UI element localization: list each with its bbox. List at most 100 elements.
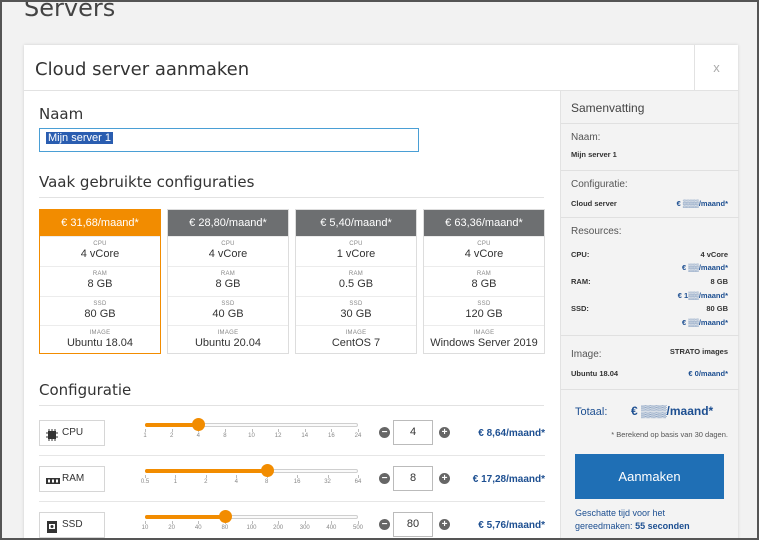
summary-cpu-price: € ▒▒/maand* <box>681 263 728 272</box>
summary-ssd-label: SSD: <box>571 304 589 313</box>
increment-button[interactable]: + <box>439 427 450 438</box>
spec-value: Ubuntu 18.04 <box>66 337 134 350</box>
spec-label: RAM <box>476 270 492 277</box>
close-button[interactable]: x <box>694 45 738 91</box>
spec-value: CentOS 7 <box>331 337 381 350</box>
summary-divider <box>561 123 739 124</box>
summary-name-value: Mijn server 1 <box>571 150 617 159</box>
presets-section-title: Vaak gebruikte configuraties <box>39 173 255 191</box>
slider-tickmark <box>171 429 173 432</box>
preset-spec-image: IMAGE Ubuntu 18.04 <box>40 325 160 355</box>
decrement-button[interactable]: − <box>379 473 390 484</box>
resource-slider[interactable]: 10 20 40 80 100 200 300 400 500 <box>142 510 363 538</box>
slider-tickmark <box>304 429 306 432</box>
slider-tickmark <box>224 429 226 432</box>
create-button[interactable]: Aanmaken <box>575 454 724 499</box>
dialog-title: Cloud server aanmaken <box>35 59 250 80</box>
config-row-ram: RAM 0.5 1 2 4 8 16 32 64−8 + € 17,28/maand* <box>39 456 545 502</box>
spec-value: 4 vCore <box>80 248 120 260</box>
resource-price: € 8,64/maand* <box>478 428 545 439</box>
slider-tick-label: 500 <box>352 525 364 531</box>
increment-button[interactable]: + <box>439 473 450 484</box>
spec-value: 8 GB <box>87 277 113 290</box>
slider-tickmark <box>358 429 359 432</box>
slider-fill <box>145 515 225 519</box>
cpu-icon <box>46 427 58 441</box>
create-server-dialog: Cloud server aanmaken x Naam Mijn server… <box>24 45 739 538</box>
slider-tick-label: 12 <box>274 433 282 439</box>
name-section-title: Naam <box>39 105 84 123</box>
resource-label: CPU <box>39 420 105 446</box>
decrement-button[interactable]: − <box>379 519 390 530</box>
total-note: * Berekend op basis van 30 dagen. <box>611 430 728 439</box>
summary-ram-label: RAM: <box>571 277 591 286</box>
increment-button[interactable]: + <box>439 519 450 530</box>
preset-spec-cpu: CPU 1 vCore <box>296 236 416 266</box>
summary-ram-price: € 1▒▒/maand* <box>677 291 728 300</box>
slider-tick-label: 100 <box>246 525 257 531</box>
preset-price: € 5,40/maand* <box>296 210 416 236</box>
summary-cpu-label: CPU: <box>571 250 590 259</box>
slider-tickmark <box>251 521 253 524</box>
quantity-input[interactable]: 4 <box>393 420 433 445</box>
preset-spec-ram: RAM 8 GB <box>168 265 288 296</box>
summary-divider <box>561 335 739 336</box>
quantity-input[interactable]: 8 <box>393 466 433 491</box>
slider-tick-label: 16 <box>328 433 335 439</box>
spec-value: Ubuntu 20.04 <box>194 337 262 350</box>
preset-card[interactable]: € 5,40/maand* CPU 1 vCore RAM 0.5 GB SSD 30 GB… <box>295 209 417 354</box>
slider-tick-label: 64 <box>354 479 362 485</box>
slider-tickmark <box>331 521 333 524</box>
slider-tick-label: 32 <box>324 479 331 485</box>
spec-label: SSD <box>477 300 491 307</box>
slider-handle[interactable] <box>192 418 206 431</box>
resource-slider[interactable]: 0.5 1 2 4 8 16 32 64 <box>141 464 362 496</box>
spec-value: 0.5 GB <box>338 277 374 290</box>
slider-tickmark <box>145 521 146 524</box>
eta-value: 55 seconden <box>635 521 690 531</box>
section-divider <box>39 405 544 406</box>
slider-tick-label: 200 <box>273 525 284 531</box>
preset-card[interactable]: € 28,80/maand* CPU 4 vCore RAM 8 GB SSD 40 GB I… <box>167 209 289 354</box>
preset-price: € 31,68/maand* <box>40 210 160 236</box>
slider-tickmark <box>145 475 146 478</box>
summary-divider <box>561 217 739 218</box>
slider-tickmark <box>198 521 200 524</box>
resource-slider[interactable]: 1 2 4 8 10 12 14 16 24 <box>142 418 362 450</box>
summary-image-provider: STRATO images <box>669 347 728 356</box>
slider-tick-label: 4 <box>234 479 238 485</box>
summary-image-value: Ubuntu 18.04 <box>571 369 619 378</box>
preset-card[interactable]: € 63,36/maand* CPU 4 vCore RAM 8 GB SSD 120 GB… <box>423 209 545 354</box>
ssd-icon <box>46 519 58 533</box>
slider-handle[interactable] <box>260 464 274 477</box>
spec-value: 4 vCore <box>208 248 248 260</box>
slider-tick-label: 2 <box>204 479 208 485</box>
slider-tick-label: 24 <box>354 433 362 439</box>
slider-tickmark <box>327 475 329 478</box>
config-row-cpu: CPU 1 2 4 8 10 12 14 16 24−4 + € 8,64/maand* <box>39 410 545 456</box>
slider-tickmark <box>358 475 359 478</box>
preset-list: € 31,68/maand* CPU 4 vCore RAM 8 GB SSD 80 GB I… <box>39 209 545 354</box>
preset-spec-ssd: SSD 30 GB <box>296 295 416 326</box>
spec-label: IMAGE <box>89 330 111 337</box>
slider-tick-label: 80 <box>221 525 229 531</box>
spec-label: SSD <box>349 300 363 307</box>
slider-handle[interactable] <box>218 510 232 523</box>
slider-tickmark <box>297 475 299 478</box>
preset-card[interactable]: € 31,68/maand* CPU 4 vCore RAM 8 GB SSD 80 GB I… <box>39 209 161 354</box>
slider-tick-label: 8 <box>223 433 227 439</box>
summary-title: Samenvatting <box>571 101 645 115</box>
server-name-input[interactable]: Mijn server 1 <box>39 128 419 152</box>
preset-spec-ram: RAM 8 GB <box>424 265 544 296</box>
spec-value: 8 GB <box>471 277 497 290</box>
quantity-input[interactable]: 80 <box>393 512 433 537</box>
slider-tickmark <box>145 429 146 432</box>
spec-label: CPU <box>93 241 107 247</box>
ram-icon <box>46 473 60 485</box>
decrement-button[interactable]: − <box>379 427 390 438</box>
slider-tick-label: 16 <box>293 479 301 485</box>
slider-fill <box>145 469 267 473</box>
slider-tickmark <box>251 429 253 432</box>
spec-value: 120 GB <box>465 307 503 320</box>
